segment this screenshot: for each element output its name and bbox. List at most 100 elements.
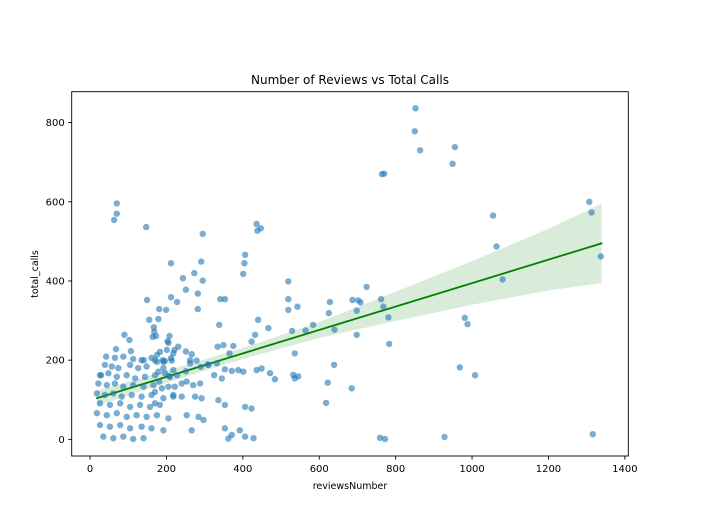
scatter-point [214, 343, 221, 350]
scatter-point [126, 425, 134, 432]
scatter-point [225, 435, 232, 442]
scatter-point [182, 368, 190, 375]
scatter-point [241, 403, 249, 411]
scatter-point [182, 286, 190, 293]
scatter-point [101, 391, 109, 399]
scatter-point [165, 415, 172, 422]
ci-band [96, 203, 602, 406]
scatter-point [240, 270, 247, 278]
scatter-point [216, 321, 223, 329]
scatter-point [381, 435, 389, 443]
scatter-point [148, 391, 155, 399]
scatter-point [158, 385, 166, 392]
scatter-point [156, 305, 163, 313]
scatter-point [110, 435, 117, 442]
x-tick-label: 200 [157, 464, 176, 475]
scatter-point [221, 296, 229, 303]
axes-box [71, 91, 629, 457]
scatter-point [173, 298, 181, 306]
scatter-point [141, 373, 149, 380]
scatter-point [348, 385, 355, 392]
scatter-point [151, 372, 159, 379]
scatter-point [380, 303, 387, 310]
scatter-point [228, 367, 235, 375]
scatter-point [178, 393, 185, 400]
scatter-point [221, 401, 229, 409]
scatter-point [156, 348, 164, 356]
scatter-point [103, 412, 111, 419]
scatter-point [198, 258, 205, 265]
scatter-point [128, 391, 135, 399]
scatter-point [271, 376, 279, 383]
scatter-point [135, 364, 142, 372]
scatter-point [324, 379, 331, 386]
scatter-point [493, 243, 500, 250]
scatter-point [160, 427, 167, 434]
x-tick-label: 800 [386, 464, 405, 475]
scatter-point [291, 350, 298, 357]
scatter-point [178, 380, 185, 387]
scatter-point [197, 363, 204, 371]
scatter-point [191, 269, 198, 277]
x-tick-label: 400 [233, 464, 252, 475]
scatter-point [190, 381, 197, 389]
scatter-point [165, 339, 172, 346]
scatter-point [121, 331, 128, 338]
scatter-point [140, 383, 147, 390]
scatter-point [171, 383, 178, 390]
scatter-point [285, 296, 292, 303]
scatter-point [143, 223, 150, 231]
scatter-point [586, 198, 593, 205]
scatter-point [126, 336, 133, 344]
scatter-point [254, 227, 261, 234]
scatter-point [188, 351, 195, 358]
scatter-point [165, 383, 172, 390]
scatter-point [188, 427, 195, 434]
scatter-point [199, 230, 206, 238]
scatter-point [156, 378, 163, 385]
scatter-point [123, 413, 130, 420]
x-tick-label: 0 [87, 464, 93, 475]
scatter-point [285, 278, 292, 285]
scatter-point [160, 395, 167, 402]
scatter-point [213, 360, 221, 367]
scatter-point [196, 380, 204, 387]
scatter-point [186, 360, 194, 367]
scatter-point [285, 306, 292, 314]
scatter-point [113, 200, 121, 207]
scatter-point [93, 410, 101, 417]
scatter-point [179, 275, 187, 282]
scatter-point [235, 366, 242, 374]
scatter-point [295, 373, 302, 380]
scatter-point [377, 296, 385, 303]
regression-line [96, 242, 603, 400]
scatter-point [95, 380, 102, 387]
scatter-point [266, 370, 274, 377]
scatter-point [326, 298, 334, 306]
scatter-points-layer [93, 105, 604, 443]
scatter-point [205, 361, 212, 369]
scatter-point [411, 128, 418, 135]
scatter-point [353, 331, 360, 338]
scatter-point [325, 309, 332, 317]
scatter-point [150, 381, 157, 389]
y-tick-label: 400 [46, 276, 65, 287]
x-axis-label: reviewsNumber [313, 481, 388, 492]
scatter-point [117, 421, 124, 429]
scatter-point [322, 399, 330, 407]
scatter-point [167, 294, 175, 301]
scatter-point [143, 363, 150, 370]
scatter-point [120, 383, 127, 390]
scatter-point [108, 363, 116, 370]
scatter-point [248, 338, 255, 345]
scatter-point [241, 251, 249, 258]
scatter-point [113, 410, 121, 417]
scatter-point [146, 403, 154, 411]
scatter-point [143, 296, 151, 304]
x-tick-label: 1400 [612, 464, 637, 475]
scatter-point [138, 423, 145, 430]
scatter-point [241, 433, 249, 440]
scatter-point [191, 393, 199, 400]
ci-band-layer [96, 203, 602, 406]
scatter-point [386, 340, 393, 348]
